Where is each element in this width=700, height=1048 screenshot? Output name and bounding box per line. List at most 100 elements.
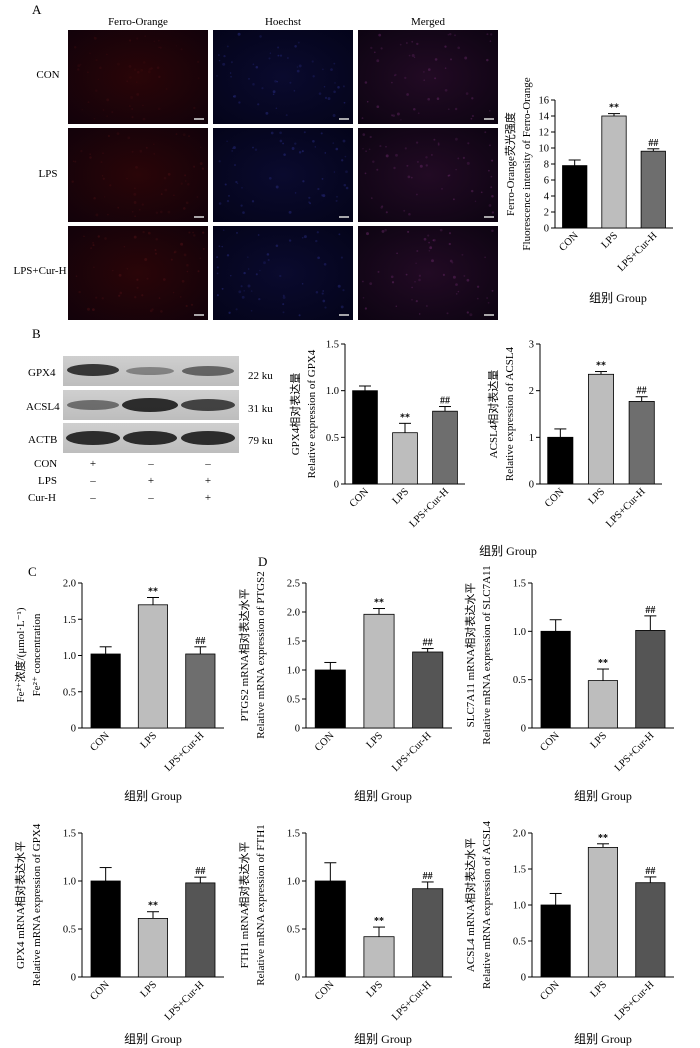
y-tick-label: 2 [544, 208, 549, 219]
bar-lps-cur-h [640, 150, 666, 229]
chart-slc7a11-mrna: 0 0.5 1.0 1.5 CON ** LPS ## LPS+Cur-H SLC7A11 mRN… [463, 565, 674, 803]
y-axis-label-en: Relative mRNA expression of FTH1 [255, 824, 267, 985]
y-tick-label: 0 [71, 973, 76, 984]
scale-bar [194, 118, 204, 120]
y-axis-label-cn: ACSL4 mRNA相对表达水平 [463, 838, 477, 972]
significance-mark: ## [645, 605, 655, 616]
y-tick-label: 2.0 [287, 608, 300, 619]
y-axis-label-cn: Fe²⁺浓度/(μmol·L⁻¹) [13, 607, 27, 702]
y-axis-label-cn: GPX4相对表达量 [288, 373, 302, 456]
bar-con [314, 880, 346, 978]
y-axis-label-en: Relative expression of ACSL4 [504, 346, 516, 481]
bar-con [90, 653, 121, 729]
x-tick-label: LPS [365, 730, 386, 751]
significance-mark: ## [195, 636, 205, 647]
x-tick-label: LPS [139, 730, 160, 751]
y-tick-label: 0 [295, 724, 300, 735]
blot-size-actb: 79 ku [248, 435, 273, 447]
chart-acsl4-mrna: 0 0.5 1.0 1.5 2.0 CON ** LPS ## LPS+Cur-H ACSL4 mR… [463, 820, 674, 1046]
y-tick-label: 0 [295, 973, 300, 984]
y-tick-label: 1.0 [513, 901, 526, 912]
chart-fth1-mrna: 0 0.5 1.0 1.5 CON ** LPS ## LPS+Cur-H FTH1 mRNA相对… [237, 824, 452, 1046]
chart-gpx4-mrna: 0 0.5 1.0 1.5 CON ** LPS ## LPS+Cur-H GPX4 mRNA相对… [13, 823, 224, 1046]
y-tick-label: 1.5 [326, 340, 339, 351]
treatment-cur-h-label: Cur-H [28, 492, 56, 504]
x-tick-label: CON [538, 979, 562, 1003]
chart-gpx4-protein: 0 0.5 1.0 1.5 CON ** LPS ## LPS+Cur-H GPX4相对表达量 Re… [288, 340, 465, 530]
bar-lps [363, 613, 395, 729]
panel-label-c: C [28, 564, 37, 579]
treatment-mark: – [204, 458, 211, 470]
y-tick-label: 1.0 [326, 386, 339, 397]
panel-label-b: B [32, 326, 41, 341]
significance-mark: ** [598, 833, 608, 844]
y-tick-label: 0 [334, 480, 339, 491]
y-tick-label: 0 [521, 973, 526, 984]
micro-image-hoechst [213, 128, 353, 222]
x-axis-label: 组别 Group [574, 789, 632, 803]
blot-band [66, 431, 120, 445]
micro-row-lps-cur-h: LPS+Cur-H [13, 265, 66, 277]
scale-bar [194, 314, 204, 316]
microscopy-grid [68, 30, 498, 320]
panel-label-a: A [32, 2, 42, 17]
micro-col-merged: Merged [411, 16, 446, 28]
bar-con [352, 390, 378, 485]
blot-size-acsl4: 31 ku [248, 403, 273, 415]
bar-lps-cur-h [185, 882, 216, 978]
y-tick-label: 3 [529, 340, 534, 351]
treatment-mark: – [89, 492, 96, 504]
scale-bar [339, 118, 349, 120]
micro-row-con: CON [36, 69, 59, 81]
bar-lps-cur-h [635, 630, 666, 729]
treatment-lps-label: LPS [38, 475, 57, 487]
y-tick-label: 0.5 [287, 695, 300, 706]
treatment-mark: + [205, 475, 211, 487]
significance-mark: ## [645, 866, 655, 877]
blot-band [123, 431, 177, 445]
y-axis-label-en: Relative mRNA expression of GPX4 [31, 823, 43, 986]
micro-row-lps: LPS [39, 168, 58, 180]
y-tick-label: 1.5 [513, 865, 526, 876]
y-tick-label: 0.5 [63, 925, 76, 936]
x-tick-label: LPS [139, 979, 160, 1000]
y-tick-label: 1.5 [63, 829, 76, 840]
bar-lps-cur-h [412, 888, 444, 978]
blot-band [67, 364, 119, 376]
bar-lps [363, 936, 395, 978]
y-tick-label: 6 [544, 176, 549, 187]
x-tick-label: CON [88, 979, 112, 1003]
significance-mark: ** [609, 103, 619, 114]
y-tick-label: 1.0 [287, 666, 300, 677]
blot-protein-gpx4: GPX4 [28, 367, 56, 379]
significance-mark: ** [148, 587, 158, 598]
x-axis-label: 组别 Group [354, 789, 412, 803]
y-tick-label: 8 [544, 160, 549, 171]
bar-lps [587, 847, 618, 978]
y-axis-label-en: Relative mRNA expression of SLC7A11 [481, 565, 493, 744]
bar-lps [137, 604, 169, 729]
micro-image-ferro-orange [68, 226, 208, 320]
bar-lps-cur-h [185, 653, 216, 729]
y-tick-label: 1.5 [287, 637, 300, 648]
panel-label-d: D [258, 554, 267, 569]
micro-image-ferro-orange [68, 128, 208, 222]
x-tick-label: CON [313, 730, 337, 754]
x-tick-label: LPS [587, 486, 608, 507]
y-tick-label: 1.0 [63, 651, 76, 662]
scale-bar [484, 118, 494, 120]
bar-con [90, 880, 121, 978]
blot-protein-actb: ACTB [28, 434, 57, 446]
bar-lps [392, 432, 418, 485]
bar-lps-cur-h [635, 882, 666, 978]
y-tick-label: 0.5 [287, 925, 300, 936]
x-tick-label: LPS+Cur-H [613, 979, 657, 1023]
y-axis-label-cn: ACSL4相对表达量 [486, 370, 500, 459]
y-axis-label-en: Fe²⁺ concentration [31, 613, 43, 696]
y-tick-label: 1.5 [63, 615, 76, 626]
x-axis-label: 组别 Group [589, 291, 647, 305]
x-tick-label: LPS+Cur-H [604, 486, 648, 530]
treatment-mark: – [147, 492, 154, 504]
micro-col-hoechst: Hoechst [265, 16, 301, 28]
